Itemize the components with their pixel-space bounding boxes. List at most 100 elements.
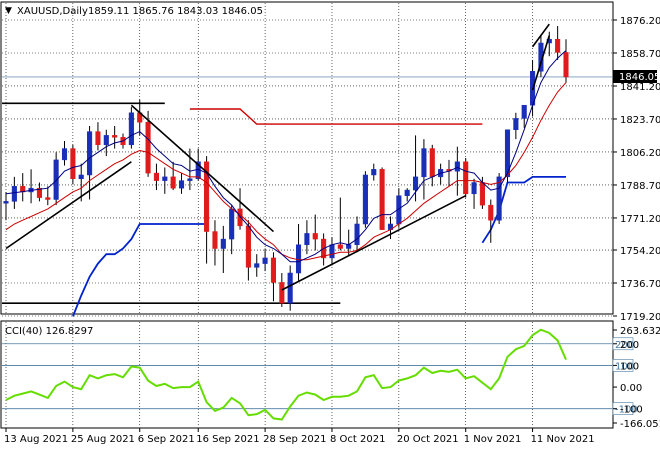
trendline	[531, 23, 550, 48]
slow-ma-line	[5, 82, 567, 261]
price-axis-label: 1858.70	[620, 49, 660, 60]
bull-candle	[496, 176, 502, 221]
bull-candle	[329, 244, 335, 259]
time-axis-label: 6 Sep 2021	[138, 434, 195, 445]
symbol-label: XAUUSD,Daily	[17, 6, 88, 17]
bull-candle	[421, 148, 427, 178]
price-axis-label: 1736.70	[620, 279, 660, 290]
bear-candle	[112, 135, 118, 138]
bull-candle	[53, 159, 59, 200]
menu-triangle-icon[interactable]: ▼	[5, 6, 12, 16]
bull-candle	[504, 129, 511, 178]
bull-candle	[61, 148, 68, 161]
cci-level-label: 200	[615, 340, 634, 351]
trendline-layer[interactable]	[5, 23, 551, 291]
bull-candle	[521, 104, 527, 119]
price-axis-label: 1754.20	[620, 246, 660, 257]
bear-candle	[337, 244, 343, 249]
candle-layer[interactable]	[3, 26, 569, 311]
grid-layer	[2, 3, 612, 427]
main-panel-frame	[0, 1, 614, 315]
fast-ma-line	[5, 50, 567, 263]
cci-label: CCI(40) 126.8297	[5, 326, 93, 337]
bull-candle	[3, 201, 9, 204]
price-axis-label: 1876.20	[620, 16, 660, 27]
bull-candle	[295, 244, 302, 274]
bear-candle	[563, 52, 569, 78]
ohlc-readout: 1859.11 1865.76 1843.03 1846.05	[88, 6, 263, 17]
trendline	[531, 35, 551, 91]
cci-axis-label: 263.6326	[620, 326, 660, 337]
price-axis-label: 1806.20	[620, 148, 660, 159]
price-axis-label: 1823.70	[620, 115, 660, 126]
bear-candle	[212, 231, 218, 249]
time-axis-label: 28 Sep 2021	[263, 434, 326, 445]
bull-candle	[229, 208, 235, 240]
resistance-line	[189, 108, 483, 125]
cci-axis-label: -166.051	[620, 419, 660, 430]
bull-candle	[187, 178, 193, 181]
bear-candle	[555, 38, 561, 53]
bull-candle	[262, 257, 268, 264]
current-price-label: 1846.05	[619, 72, 660, 83]
bear-candle	[379, 169, 385, 230]
indicator-line-layer	[5, 50, 567, 263]
time-axis-label: 8 Oct 2021	[330, 434, 385, 445]
bull-candle	[404, 189, 410, 196]
bull-candle	[346, 244, 352, 249]
bear-candle	[204, 161, 210, 232]
bull-candle	[78, 174, 84, 179]
cci-line	[5, 328, 567, 421]
time-axis-label: 11 Nov 2021	[531, 434, 595, 445]
bull-candle	[178, 180, 185, 189]
bull-candle	[254, 263, 260, 268]
bear-candle	[45, 197, 51, 200]
bear-candle	[463, 161, 469, 195]
bull-candle	[413, 176, 419, 191]
trendline	[281, 195, 467, 291]
bull-candle	[354, 223, 360, 245]
bear-candle	[429, 148, 435, 178]
bull-candle	[471, 182, 477, 195]
time-axis-label: 13 Aug 2021	[4, 434, 68, 445]
bull-candle	[128, 112, 134, 146]
bull-candle	[287, 272, 293, 304]
bull-candle	[304, 233, 310, 245]
price-axis-label: 1771.20	[620, 214, 660, 225]
bull-candle	[87, 131, 93, 176]
channel-upper-line	[481, 175, 566, 244]
price-axis-label: 1841.20	[620, 82, 660, 93]
channel-lower-line	[72, 223, 207, 317]
time-axis-label: 1 Nov 2021	[464, 434, 522, 445]
bull-candle	[362, 174, 368, 225]
bear-candle	[488, 204, 494, 221]
price-axis-label: 1788.70	[620, 181, 660, 192]
trendline	[130, 104, 274, 233]
trendline	[5, 161, 132, 250]
bull-candle	[11, 186, 17, 202]
bear-candle	[279, 282, 285, 304]
bear-candle	[153, 172, 159, 181]
bear-candle	[70, 148, 76, 179]
cci-panel-frame	[0, 320, 614, 429]
cci-axis-label: -100	[620, 405, 643, 416]
bear-candle	[145, 121, 151, 174]
cci-axis-label: 100	[620, 361, 639, 372]
bear-candle	[36, 187, 42, 198]
bear-candle	[312, 233, 318, 240]
time-axis-label: 25 Aug 2021	[71, 434, 135, 445]
bear-candle	[479, 182, 485, 206]
axis-layer: 13 Aug 2021 25 Aug 2021 6 Sep 2021 16 Sep 2…	[4, 16, 660, 445]
bull-candle	[103, 135, 109, 146]
cci-axis-label: 200	[620, 340, 639, 351]
bear-candle	[270, 257, 277, 283]
bear-candle	[170, 176, 176, 189]
bull-candle	[513, 118, 519, 130]
current-price-badge	[613, 70, 657, 83]
time-axis-label: 20 Oct 2021	[397, 434, 459, 445]
bull-candle	[371, 169, 377, 176]
cci-level-label: -100	[615, 405, 638, 416]
price-axis-label: 1719.20	[620, 312, 660, 323]
